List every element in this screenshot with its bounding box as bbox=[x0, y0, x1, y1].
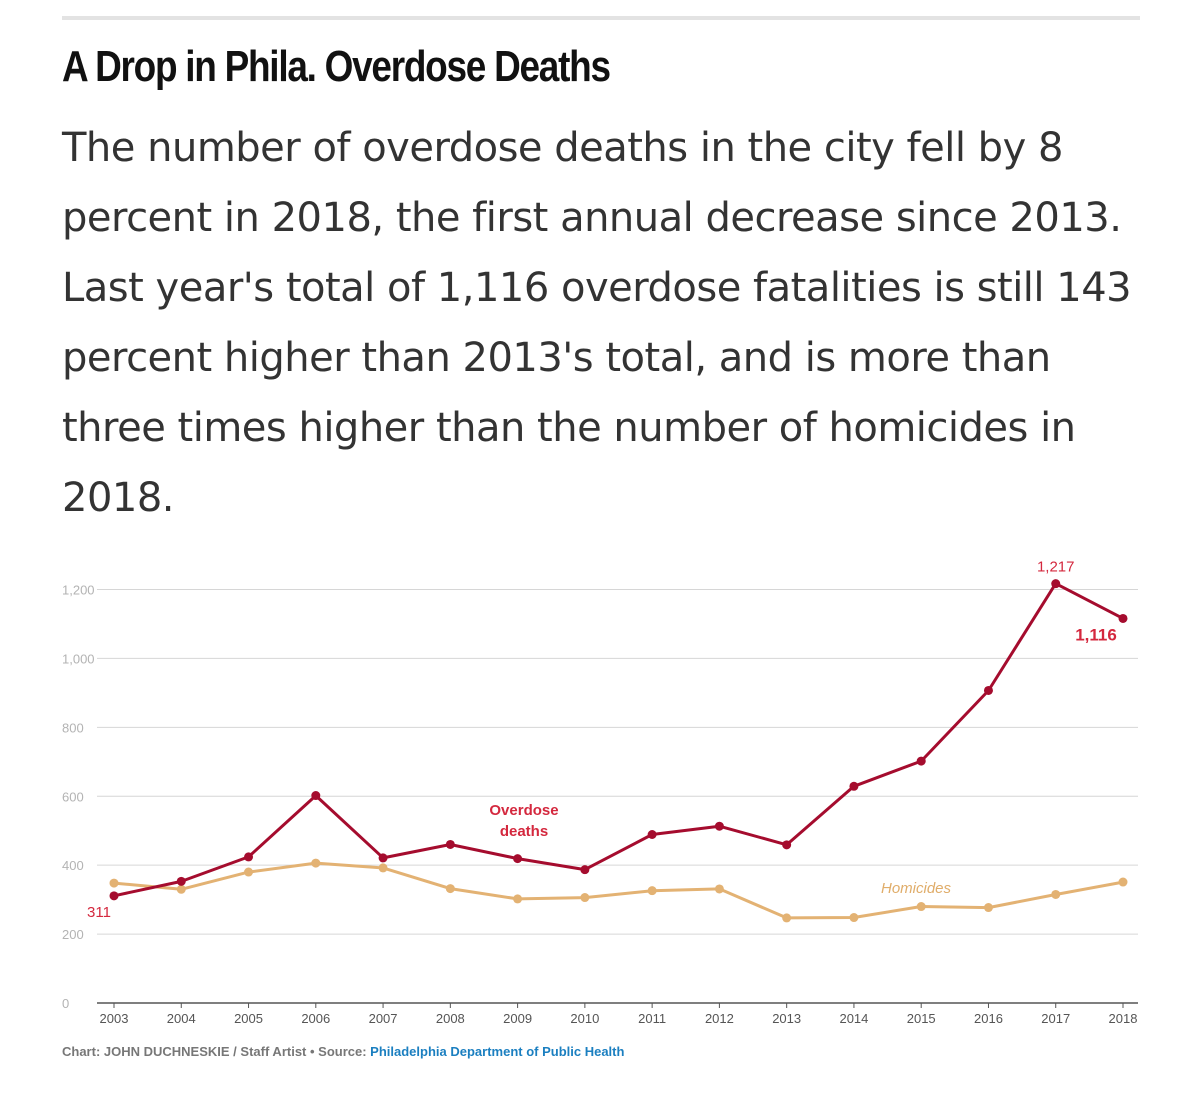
data-label: 311 bbox=[87, 904, 111, 921]
x-tick-label: 2015 bbox=[907, 1011, 936, 1026]
homicides-point bbox=[244, 867, 254, 877]
x-tick-label: 2009 bbox=[503, 1011, 532, 1026]
homicides-series-label: Homicides bbox=[881, 880, 952, 897]
homicides-point bbox=[311, 858, 321, 868]
overdose-deaths-point bbox=[916, 756, 926, 766]
series-layer bbox=[109, 579, 1128, 923]
x-tick-label: 2005 bbox=[234, 1011, 263, 1026]
homicides-point bbox=[109, 878, 119, 888]
homicides-point bbox=[782, 913, 792, 923]
x-tick-label: 2004 bbox=[167, 1011, 196, 1026]
overdose-deaths-point bbox=[647, 829, 657, 839]
homicides-point bbox=[983, 903, 993, 913]
x-tick-label: 2008 bbox=[436, 1011, 465, 1026]
homicides-point bbox=[849, 913, 859, 923]
headline: A Drop in Phila. Overdose Deaths bbox=[62, 42, 611, 91]
overdose-deaths-point bbox=[445, 839, 455, 849]
overdose-series-label: deaths bbox=[500, 823, 548, 840]
overdose-deaths-point bbox=[983, 685, 993, 695]
data-label: 1,116 bbox=[1075, 625, 1117, 644]
homicides-point bbox=[714, 884, 724, 894]
homicides-point bbox=[580, 893, 590, 903]
x-tick-label: 2018 bbox=[1109, 1011, 1138, 1026]
y-tick-label: 0 bbox=[62, 996, 69, 1011]
label-layer: Overdose deaths Homicides 311 1,217 1,116 bbox=[87, 559, 1117, 921]
x-tick-label: 2013 bbox=[772, 1011, 801, 1026]
overdose-series-label: Overdose bbox=[489, 802, 558, 819]
homicides-point bbox=[647, 886, 657, 896]
overdose-deaths-point bbox=[1051, 579, 1061, 589]
homicides-point bbox=[176, 884, 186, 894]
overdose-deaths-line bbox=[112, 582, 1125, 898]
y-tick-label: 600 bbox=[62, 789, 84, 804]
homicides-point bbox=[916, 902, 926, 912]
line-chart: 0 200 400 600 800 1,000 1,200 2003 2004 2005 2006 2… bbox=[62, 559, 1138, 1026]
x-tick-label: 2014 bbox=[839, 1011, 868, 1026]
top-divider bbox=[62, 16, 1140, 20]
overdose-deaths-point bbox=[378, 853, 388, 863]
overdose-deaths-point bbox=[849, 781, 859, 791]
data-label: 1,217 bbox=[1037, 559, 1075, 576]
y-tick-label: 400 bbox=[62, 858, 84, 873]
axis-layer: 0 200 400 600 800 1,000 1,200 2003 2004 2005 2006 2… bbox=[62, 583, 1138, 1026]
dek: The number of overdose deaths in the cit… bbox=[62, 125, 1132, 521]
x-tick-label: 2003 bbox=[100, 1011, 129, 1026]
x-tick-label: 2011 bbox=[638, 1011, 666, 1026]
overdose-deaths-point bbox=[244, 852, 254, 862]
x-tick-label: 2007 bbox=[369, 1011, 398, 1026]
x-tick-label: 2017 bbox=[1041, 1011, 1070, 1026]
homicides-point bbox=[1051, 889, 1061, 899]
homicides-line bbox=[112, 861, 1125, 920]
credit-prefix: Chart: JOHN DUCHNESKIE / Staff Artist • … bbox=[62, 1044, 371, 1059]
x-tick-label: 2010 bbox=[570, 1011, 599, 1026]
y-tick-label: 200 bbox=[62, 927, 84, 942]
homicides-point bbox=[1118, 877, 1128, 887]
overdose-deaths-point bbox=[109, 891, 119, 901]
y-tick-label: 800 bbox=[62, 720, 84, 735]
overdose-deaths-point bbox=[513, 854, 523, 864]
y-tick-label: 1,000 bbox=[62, 651, 95, 666]
x-tick-label: 2012 bbox=[705, 1011, 734, 1026]
homicides-point bbox=[513, 894, 523, 904]
chart-credit: Chart: JOHN DUCHNESKIE / Staff Artist • … bbox=[62, 1044, 624, 1059]
overdose-deaths-point bbox=[311, 791, 321, 801]
x-tick-label: 2016 bbox=[974, 1011, 1003, 1026]
overdose-deaths-point bbox=[1118, 613, 1128, 623]
x-tick-label: 2006 bbox=[301, 1011, 330, 1026]
overdose-deaths-point bbox=[176, 876, 186, 886]
y-tick-label: 1,200 bbox=[62, 583, 95, 598]
homicides-point bbox=[445, 884, 455, 894]
source-link[interactable]: Philadelphia Department of Public Health bbox=[370, 1044, 625, 1059]
overdose-deaths-point bbox=[714, 821, 724, 831]
grid-layer bbox=[97, 589, 1138, 935]
overdose-deaths-point bbox=[782, 840, 792, 850]
homicides-point bbox=[378, 863, 388, 873]
overdose-deaths-point bbox=[580, 865, 590, 875]
